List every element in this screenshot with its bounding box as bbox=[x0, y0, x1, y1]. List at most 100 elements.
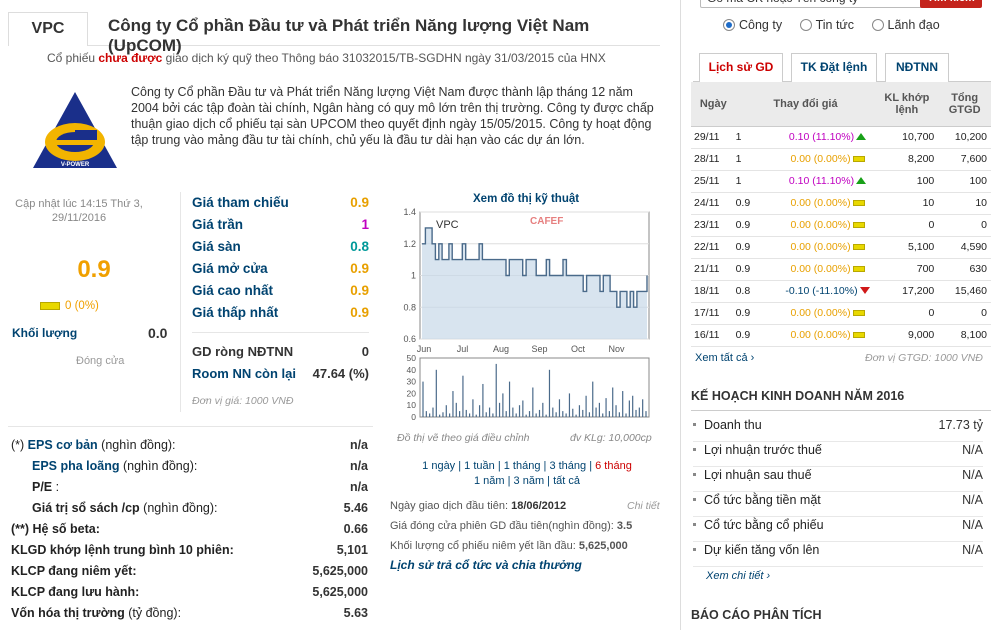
search-scope-radios: Công ty Tin tức Lãnh đạo bbox=[723, 18, 954, 32]
price-label: Giá thấp nhất bbox=[192, 305, 279, 320]
cell-date: 18/11 bbox=[691, 280, 736, 303]
fund-label[interactable]: EPS cơ bản bbox=[27, 438, 98, 452]
period-link[interactable]: 1 tháng bbox=[503, 460, 541, 472]
x-tick-label: Oct bbox=[571, 344, 586, 354]
plan-row-stock-dividend: Cổ tức bằng cổ phiếu N/A bbox=[693, 518, 983, 542]
separator: | bbox=[544, 475, 554, 487]
tab-order-stats[interactable]: TK Đặt lệnh bbox=[791, 53, 877, 82]
cell-change-value: -0.10 (-11.10%) bbox=[785, 285, 858, 297]
period-link[interactable]: tất cả bbox=[553, 475, 581, 487]
plan-row-revenue: Doanh thu 17.73 tỷ bbox=[693, 418, 983, 442]
separator: | bbox=[540, 460, 550, 472]
company-logo: V-POWER bbox=[33, 90, 118, 172]
price-value: 0.9 bbox=[350, 195, 369, 210]
plan-value: N/A bbox=[962, 468, 983, 482]
cell-change: 0.9 0.00 (0.00%) bbox=[735, 236, 876, 259]
cell-date: 16/11 bbox=[691, 324, 736, 347]
company-title: Công ty Cổ phần Đầu tư và Phát triển Năn… bbox=[108, 16, 590, 55]
x-tick-label: Nov bbox=[608, 344, 625, 354]
cell-value: 630 bbox=[938, 258, 991, 281]
see-all-link[interactable]: Xem tất cả › bbox=[695, 352, 755, 364]
cell-value: 8,100 bbox=[938, 324, 991, 347]
cell-change-value: 0.00 (0.00%) bbox=[790, 219, 851, 231]
radio-icon[interactable] bbox=[799, 19, 812, 31]
plan-value: 17.73 tỷ bbox=[938, 418, 983, 432]
volume-area bbox=[419, 357, 650, 418]
radio-leaders[interactable]: Lãnh đạo bbox=[871, 18, 940, 32]
divider bbox=[8, 426, 373, 427]
data-tabs: Lịch sử GD TK Đặt lệnh NĐTNN bbox=[693, 53, 991, 83]
unchanged-icon bbox=[852, 332, 865, 338]
cell-volume: 0 bbox=[875, 302, 939, 325]
first-close-value: 3.5 bbox=[616, 520, 633, 532]
cell-change: 0.9 0.00 (0.00%) bbox=[735, 192, 876, 215]
cell-value: 10 bbox=[938, 192, 991, 215]
ticker-tab[interactable]: VPC bbox=[8, 12, 88, 46]
table-row: 16/11 0.9 0.00 (0.00%) 9,000 8,100 bbox=[691, 324, 991, 347]
radio-company[interactable]: Công ty bbox=[723, 18, 782, 32]
fund-label: Vốn hóa thị trường bbox=[11, 606, 125, 620]
plan-row-cash-dividend: Cổ tức bằng tiền mặt N/A bbox=[693, 493, 983, 517]
cell-change-value: 0.10 (11.10%) bbox=[788, 131, 855, 143]
cell-change: 1 0.10 (11.10%) bbox=[735, 126, 876, 149]
plan-row-profit-after-tax: Lợi nhuận sau thuế N/A bbox=[693, 468, 983, 492]
update-time: Cập nhật lúc 14:15 Thứ 3, 29/11/2016 bbox=[15, 198, 143, 224]
x-tick-label: Sep bbox=[531, 344, 547, 354]
cell-value: 4,590 bbox=[938, 236, 991, 259]
technical-chart-link[interactable]: Xem đồ thị kỹ thuật bbox=[473, 193, 580, 205]
current-price: 0.9 bbox=[77, 256, 111, 283]
fund-label: KLCP đang lưu hành: bbox=[11, 585, 140, 599]
period-link[interactable]: 3 năm bbox=[513, 475, 545, 487]
volume-unit-note: đv KLg: 10,000cp bbox=[570, 432, 652, 444]
cell-date: 28/11 bbox=[691, 148, 736, 171]
y-tick-label: 0.6 bbox=[403, 334, 416, 344]
fund-value: n/a bbox=[349, 459, 368, 473]
period-link[interactable]: 3 tháng bbox=[549, 460, 587, 472]
price-label: Giá tham chiếu bbox=[192, 195, 289, 210]
table-header-row: Ngày Thay đổi giá KL khớp lệnh Tổng GTGD bbox=[691, 82, 991, 127]
dividend-history-link[interactable]: Lịch sử trả cổ tức và chia thưởng bbox=[390, 558, 582, 572]
fund-row-pe: P/E : n/a bbox=[32, 480, 368, 501]
plan-value: N/A bbox=[962, 518, 983, 532]
tab-trading-history[interactable]: Lịch sử GD bbox=[699, 53, 783, 83]
detail-link[interactable]: Chi tiết bbox=[627, 500, 660, 512]
period-link[interactable]: 1 tuần bbox=[464, 460, 495, 472]
price-row-floor: Giá sàn 0.8 bbox=[192, 239, 369, 261]
plan-detail-link[interactable]: Xem chi tiết › bbox=[706, 570, 771, 582]
cell-value: 0 bbox=[938, 214, 991, 237]
cell-price: 1 bbox=[735, 131, 742, 143]
fund-label: P/E bbox=[32, 480, 53, 494]
search-button[interactable]: Tìm kiếm bbox=[920, 0, 982, 8]
cell-change: 0.9 0.00 (0.00%) bbox=[735, 324, 876, 347]
period-link[interactable]: 6 tháng bbox=[595, 460, 632, 472]
bullet-icon bbox=[693, 448, 696, 451]
x-tick-label: Jul bbox=[457, 344, 469, 354]
col-volume: KL khớp lệnh bbox=[875, 82, 939, 127]
cell-price: 1 bbox=[735, 153, 742, 165]
period-link[interactable]: 1 năm bbox=[473, 475, 505, 487]
radio-news[interactable]: Tin tức bbox=[799, 18, 854, 32]
tab-foreign-investors[interactable]: NĐTNN bbox=[885, 53, 949, 82]
business-plan-title: KẾ HOẠCH KINH DOANH NĂM 2016 bbox=[691, 389, 905, 403]
radio-icon[interactable] bbox=[871, 19, 884, 31]
first-close-label: Giá đóng cửa phiên GD đầu tiên(nghìn đồn… bbox=[390, 520, 617, 532]
table-row: 25/11 1 0.10 (11.10%) 100 100 bbox=[691, 170, 991, 193]
cell-change-value: 0.10 (11.10%) bbox=[788, 175, 855, 187]
fund-label[interactable]: EPS pha loãng bbox=[32, 459, 120, 473]
plan-label: Doanh thu bbox=[704, 418, 762, 432]
series-label: VPC bbox=[436, 219, 459, 231]
cell-volume: 9,000 bbox=[875, 324, 939, 347]
fund-unit: (nghìn đồng): bbox=[97, 438, 176, 452]
fund-value: n/a bbox=[349, 438, 368, 452]
unchanged-icon bbox=[852, 200, 865, 206]
period-link[interactable]: 1 ngày bbox=[422, 460, 456, 472]
cell-volume: 8,200 bbox=[875, 148, 939, 171]
room-value: 47.64 (%) bbox=[312, 366, 369, 381]
cell-volume: 0 bbox=[875, 214, 939, 237]
radio-selected-icon[interactable] bbox=[723, 19, 735, 31]
col-change: Thay đổi giá bbox=[735, 82, 876, 127]
fund-value: n/a bbox=[349, 480, 368, 494]
price-chart[interactable]: 1.4 1.2 1 0.8 0.6 CAFEF VPC Jun Jul Aug Sep Oct Nov 5… bbox=[392, 204, 657, 424]
unchanged-icon bbox=[852, 266, 865, 272]
fund-label: Giá trị sổ sách /cp bbox=[32, 501, 140, 515]
